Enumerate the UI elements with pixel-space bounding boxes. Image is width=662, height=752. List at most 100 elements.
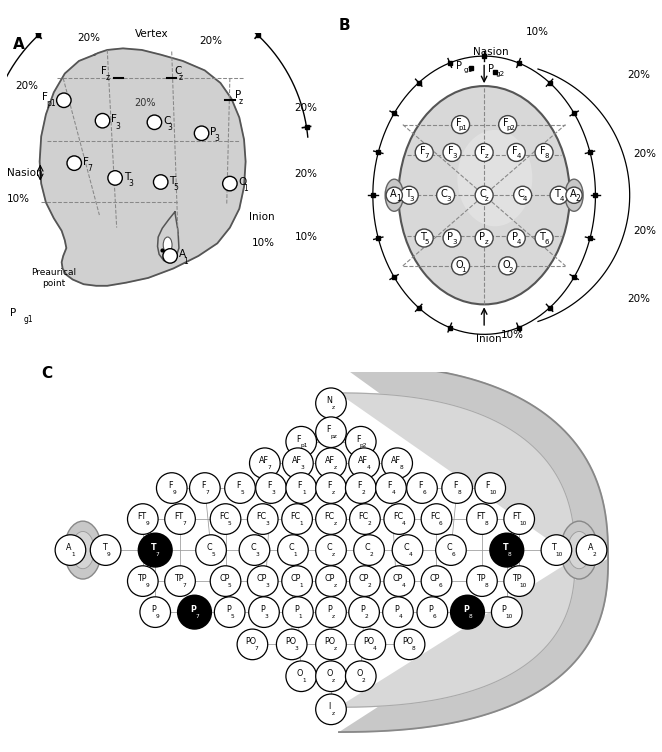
Circle shape — [375, 473, 406, 503]
Text: C: C — [164, 116, 171, 126]
Text: p1: p1 — [47, 99, 56, 108]
Ellipse shape — [385, 179, 403, 211]
Text: 3: 3 — [452, 239, 457, 245]
Circle shape — [316, 388, 346, 419]
Text: P: P — [489, 65, 495, 74]
Circle shape — [239, 535, 270, 566]
Circle shape — [490, 533, 524, 567]
Text: 1: 1 — [299, 614, 303, 619]
Circle shape — [224, 473, 256, 503]
Circle shape — [283, 448, 313, 478]
Circle shape — [437, 186, 455, 205]
Text: 6: 6 — [433, 614, 437, 619]
Circle shape — [507, 229, 525, 247]
Text: 5: 5 — [212, 552, 216, 556]
Circle shape — [95, 114, 110, 128]
Text: 20%: 20% — [16, 81, 38, 91]
Text: pz: pz — [330, 434, 337, 439]
Circle shape — [535, 229, 553, 247]
Text: 20%: 20% — [627, 69, 650, 80]
Circle shape — [475, 186, 493, 205]
Text: O: O — [455, 259, 463, 269]
Circle shape — [286, 661, 316, 692]
Text: F: F — [83, 156, 89, 167]
Text: 4: 4 — [392, 490, 395, 495]
Text: F: F — [357, 481, 361, 490]
Circle shape — [165, 504, 195, 535]
Circle shape — [316, 473, 346, 503]
Text: Preaurical
point: Preaurical point — [31, 268, 76, 288]
Text: F: F — [453, 481, 458, 490]
Circle shape — [316, 661, 346, 692]
Text: 1: 1 — [302, 490, 306, 495]
Text: P: P — [211, 127, 216, 137]
Circle shape — [277, 629, 307, 660]
Text: 10: 10 — [520, 520, 527, 526]
Text: T: T — [404, 189, 410, 199]
Text: F: F — [448, 146, 453, 156]
Circle shape — [514, 186, 532, 205]
Text: p2: p2 — [359, 444, 367, 448]
Text: FC: FC — [393, 512, 403, 521]
Circle shape — [406, 473, 438, 503]
Text: FC: FC — [359, 512, 369, 521]
Text: Inion: Inion — [475, 334, 501, 344]
Text: Inion: Inion — [249, 212, 274, 222]
Circle shape — [67, 156, 81, 171]
Text: 2: 2 — [592, 552, 596, 556]
Text: 8: 8 — [400, 465, 403, 470]
Circle shape — [442, 473, 473, 503]
Text: A: A — [587, 543, 593, 552]
Circle shape — [384, 504, 414, 535]
Text: AF: AF — [258, 456, 269, 465]
Text: 3: 3 — [265, 583, 269, 588]
Text: 5: 5 — [173, 183, 179, 192]
Text: 3: 3 — [128, 179, 133, 188]
Text: 3: 3 — [271, 490, 275, 495]
Text: 5: 5 — [228, 583, 232, 588]
Circle shape — [415, 229, 433, 247]
Text: 6: 6 — [439, 520, 443, 526]
Text: z: z — [179, 73, 183, 82]
Text: F: F — [236, 481, 241, 490]
Circle shape — [475, 229, 493, 247]
Circle shape — [286, 473, 316, 503]
Text: p1: p1 — [459, 126, 467, 132]
Text: 4: 4 — [408, 552, 412, 556]
Circle shape — [138, 533, 172, 567]
Text: 3: 3 — [294, 646, 298, 651]
Circle shape — [316, 597, 346, 627]
Text: N: N — [327, 396, 332, 405]
Ellipse shape — [164, 237, 172, 253]
Circle shape — [443, 144, 461, 162]
Text: 9: 9 — [156, 614, 160, 619]
Circle shape — [196, 535, 226, 566]
Text: 10%: 10% — [252, 238, 275, 248]
Text: FT: FT — [476, 512, 485, 521]
Circle shape — [177, 596, 211, 629]
Text: 7: 7 — [255, 646, 259, 651]
Text: C: C — [207, 543, 213, 552]
Text: 20%: 20% — [295, 103, 317, 113]
Text: z: z — [332, 711, 335, 716]
Text: 10%: 10% — [526, 27, 549, 37]
Text: z: z — [332, 552, 335, 556]
Text: g1: g1 — [24, 315, 34, 324]
Text: z: z — [239, 97, 243, 106]
Text: F: F — [485, 481, 490, 490]
Text: z: z — [334, 646, 337, 651]
Text: P: P — [479, 232, 485, 241]
Text: z: z — [332, 405, 335, 410]
Text: 8: 8 — [468, 614, 472, 619]
Text: F: F — [420, 146, 425, 156]
Text: 6: 6 — [439, 583, 443, 588]
Circle shape — [384, 566, 414, 596]
Text: 1: 1 — [461, 267, 465, 273]
Text: C: C — [518, 189, 524, 199]
Text: 10%: 10% — [501, 330, 524, 341]
Text: 7: 7 — [87, 164, 92, 173]
Circle shape — [576, 535, 607, 566]
Text: 2: 2 — [367, 520, 371, 526]
Text: 2: 2 — [365, 614, 369, 619]
Circle shape — [550, 186, 568, 205]
